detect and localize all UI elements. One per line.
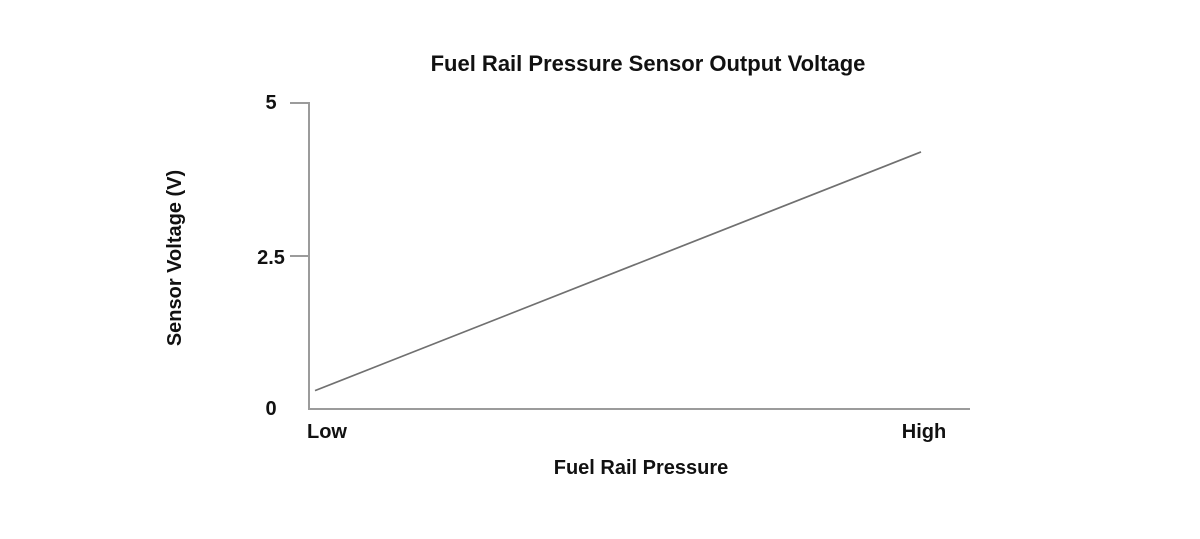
x-tick-label-high: High xyxy=(901,421,947,443)
y-tick-label-0: 0 xyxy=(265,398,277,420)
chart-title: Fuel Rail Pressure Sensor Output Voltage xyxy=(430,51,866,76)
y-tick-label-2-5: 2.5 xyxy=(257,247,285,269)
y-tick-label-5: 5 xyxy=(265,92,277,114)
data-line xyxy=(314,151,922,392)
x-axis-title: Fuel Rail Pressure xyxy=(553,457,729,479)
x-tick-label-low: Low xyxy=(307,421,347,443)
